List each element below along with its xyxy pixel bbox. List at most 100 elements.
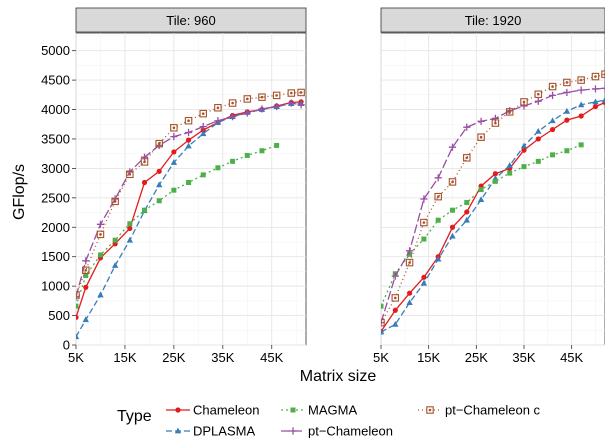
data-point-chameleon	[592, 103, 599, 110]
data-point-pt-chameleon-c	[243, 95, 252, 103]
data-point-pt-chameleon	[96, 220, 105, 228]
data-point-chameleon	[83, 284, 89, 290]
data-point-pt-chameleon-c	[505, 108, 514, 116]
data-point-chameleon	[549, 126, 556, 133]
data-point-magma	[215, 165, 221, 171]
data-point-pt-chameleon	[534, 97, 542, 105]
data-point-pt-chameleon-c	[111, 197, 119, 206]
y-tick-label: 500	[48, 308, 70, 323]
data-point-pt-chameleon-c	[577, 76, 585, 84]
data-point-magma	[464, 200, 470, 206]
data-point-chameleon	[141, 179, 148, 186]
data-point-dplasma	[601, 96, 605, 103]
plot-area	[75, 32, 307, 346]
data-point-pt-chameleon	[273, 102, 281, 111]
data-point-pt-chameleon-c	[96, 230, 105, 239]
data-point-magma	[421, 236, 427, 242]
data-point-magma	[76, 303, 79, 309]
panel-tile-0: Tile: 960 5K 15K 25K 35K 45K 0 500 1000 1500 2000 2…	[41, 7, 307, 365]
data-point-magma	[97, 252, 103, 258]
legend-title: Type	[117, 408, 152, 425]
data-point-pt-chameleon	[463, 123, 471, 131]
data-point-chameleon	[156, 168, 162, 174]
data-point-magma	[112, 237, 118, 243]
data-point-pt-chameleon	[548, 91, 557, 99]
data-point-chameleon	[564, 117, 570, 123]
panel-title: Tile: 1920	[465, 13, 522, 28]
y-tick-label: 0	[63, 338, 70, 353]
data-point-pt-chameleon	[214, 117, 222, 125]
data-point-magma	[564, 148, 570, 154]
legend-label: Chameleon	[193, 403, 260, 418]
data-point-dplasma	[535, 127, 542, 134]
data-point-magma	[435, 217, 441, 223]
legend-key-marker	[174, 427, 182, 434]
data-point-magma	[200, 172, 206, 178]
data-point-dplasma	[392, 320, 399, 327]
data-point-pt-chameleon	[297, 101, 305, 109]
data-point-pt-chameleon	[448, 143, 457, 151]
data-point-magma	[186, 180, 192, 186]
data-point-magma	[535, 158, 541, 164]
data-point-dplasma	[434, 255, 442, 262]
data-point-dplasma	[406, 299, 413, 306]
data-point-chameleon	[406, 290, 413, 296]
data-point-dplasma	[549, 117, 556, 124]
data-point-pt-chameleon-c	[463, 154, 471, 162]
data-point-dplasma	[200, 130, 207, 137]
data-point-pt-chameleon	[184, 128, 193, 137]
data-point-pt-chameleon-c	[548, 82, 557, 91]
data-point-pt-chameleon	[434, 174, 442, 182]
data-point-pt-chameleon-c	[434, 192, 442, 201]
legend: Type Chameleon DPLASMA MAGMA pt−Chameleon pt…	[117, 403, 541, 439]
data-point-pt-chameleon-c	[297, 88, 305, 97]
data-point-dplasma	[420, 279, 428, 286]
panel-strip	[380, 7, 605, 33]
data-point-pt-chameleon-c	[391, 294, 400, 302]
data-point-pt-chameleon	[287, 99, 295, 107]
data-point-pt-chameleon-c	[170, 124, 178, 132]
data-point-chameleon	[171, 149, 177, 155]
legend-key-marker	[175, 407, 181, 413]
data-point-pt-chameleon	[477, 117, 485, 125]
data-point-pt-chameleon-c	[534, 90, 543, 98]
data-point-dplasma	[155, 181, 163, 188]
data-point-pt-chameleon	[199, 123, 207, 131]
data-point-dplasma	[506, 162, 513, 168]
data-point-magma	[578, 142, 584, 148]
data-point-magma	[478, 187, 484, 193]
data-point-dplasma	[449, 232, 456, 239]
legend-key-marker	[290, 407, 296, 413]
legend-label: MAGMA	[308, 403, 357, 418]
data-point-magma	[274, 142, 280, 148]
legend-item-dplasma: DPLASMA	[166, 424, 255, 439]
data-point-chameleon	[521, 147, 527, 153]
data-point-dplasma	[111, 262, 119, 268]
data-point-pt-chameleon	[601, 84, 605, 92]
panel-strip	[75, 7, 307, 33]
data-point-chameleon	[76, 314, 79, 320]
data-point-dplasma	[563, 107, 571, 114]
data-point-pt-chameleon	[577, 86, 585, 94]
data-point-magma	[244, 152, 250, 158]
data-point-magma	[171, 187, 177, 193]
data-point-magma	[449, 207, 455, 213]
panel-title: Tile: 960	[166, 13, 215, 28]
series-layer	[381, 70, 605, 335]
data-point-magma	[521, 164, 527, 170]
data-point-dplasma	[577, 101, 585, 108]
data-point-chameleon	[492, 171, 498, 177]
data-point-chameleon	[127, 225, 133, 232]
x-tick-label: 45K	[560, 350, 583, 365]
data-point-chameleon	[449, 224, 456, 230]
y-tick-label: 4500	[41, 73, 70, 88]
data-point-pt-chameleon-c	[420, 218, 428, 227]
y-tick-label: 1500	[41, 249, 70, 264]
data-point-magma	[83, 273, 89, 279]
legend-item-pt-chameleon-c: pt−Chameleon c	[418, 403, 541, 418]
data-point-dplasma	[76, 333, 80, 340]
y-tick-label: 3000	[41, 161, 70, 176]
data-point-pt-chameleon-c	[82, 266, 90, 274]
x-tick-label: 15K	[417, 350, 440, 365]
